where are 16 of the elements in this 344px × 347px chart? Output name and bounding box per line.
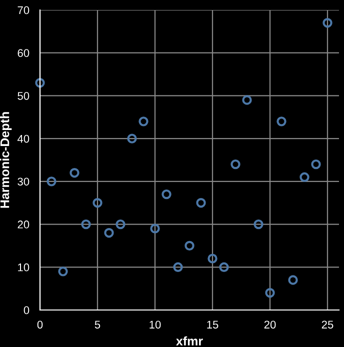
x-tick-label: 25 <box>322 320 334 329</box>
x-tick-label: 10 <box>150 320 161 329</box>
x-tick-label: 15 <box>207 320 218 329</box>
y-tick-label: 20 <box>18 220 30 228</box>
y-tick-label: 0 <box>24 306 30 314</box>
y-tick-label: 70 <box>18 6 30 14</box>
x-tick-label: 20 <box>264 320 276 329</box>
x-tick-label: 5 <box>94 320 100 329</box>
y-axis-title: Harmonic-Depth <box>0 112 12 208</box>
y-tick-label: 60 <box>18 49 30 57</box>
x-tick-label: 0 <box>37 320 43 329</box>
y-tick-label: 30 <box>18 178 30 186</box>
y-tick-label: 10 <box>18 263 30 272</box>
x-axis-title: xfmr <box>176 336 203 346</box>
y-tick-label: 50 <box>18 92 30 100</box>
y-tick-label: 40 <box>17 134 30 143</box>
